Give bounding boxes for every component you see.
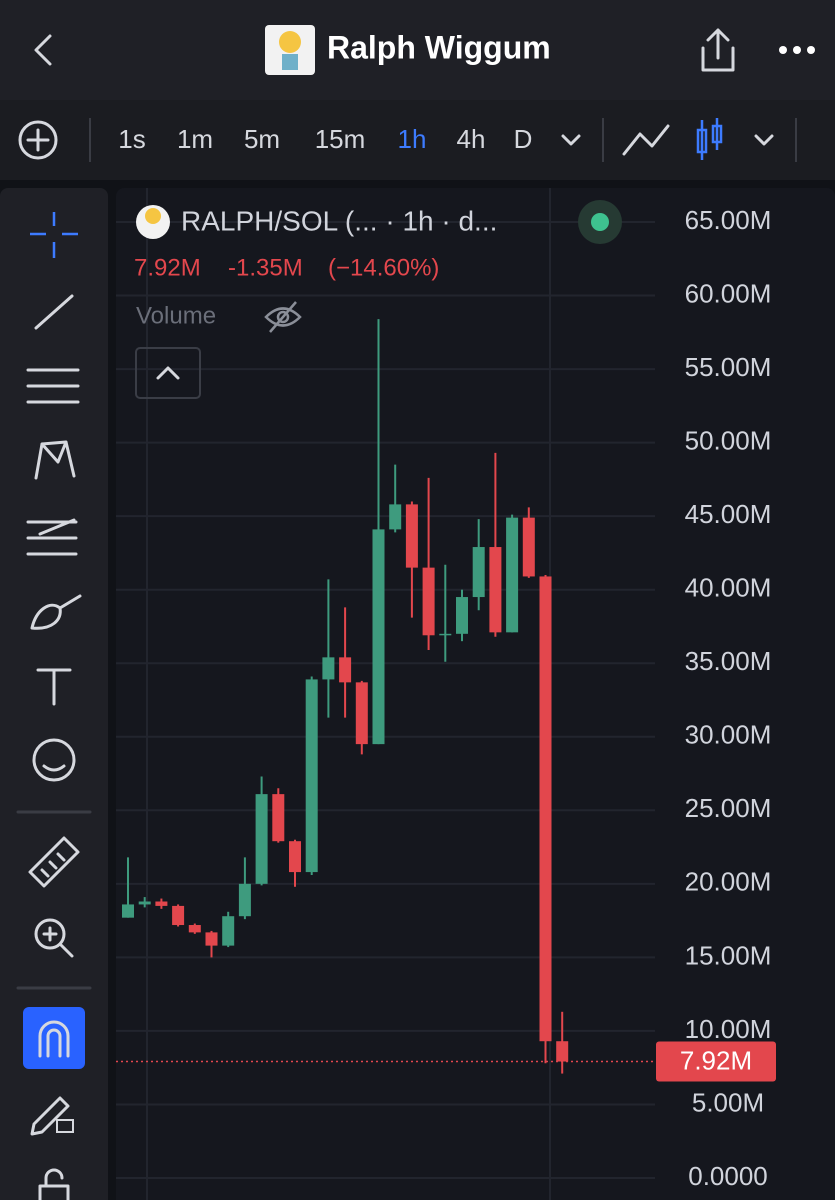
candle-body [355,682,368,745]
tool-magnet[interactable] [23,1007,85,1069]
candle-body [138,901,151,905]
tool-ruler[interactable] [28,836,80,888]
tool-lock-drawings[interactable] [30,1096,70,1136]
tool-text[interactable] [36,668,72,706]
lock-icon [56,1119,74,1133]
magnet-icon [38,1020,70,1058]
candle-body [456,597,468,634]
candle-body [188,925,201,933]
legend-symbol: RALPH/SOL (... · 1h · d... [181,205,497,236]
tool-zoom[interactable] [34,918,66,950]
interval-button[interactable]: 5m [244,124,280,154]
y-tick-label: 0.0000 [688,1161,768,1191]
candle-body [238,883,251,917]
collapse-icon [156,366,180,380]
y-tick-label: 35.00M [685,646,772,676]
tool-emoji-smile [42,764,66,772]
toolbar [0,100,835,180]
y-tick-label: 30.00M [685,720,772,750]
tool-brush[interactable] [30,594,82,630]
y-tick-label: 65.00M [685,205,772,235]
tool-lines[interactable] [26,368,80,404]
share-button[interactable] [701,28,735,72]
candle-body [122,904,134,918]
candle-body [539,576,552,1042]
candle-body [372,529,385,745]
y-tick-label: 20.00M [685,867,772,897]
y-tick-label: 10.00M [685,1014,772,1044]
tool-fib[interactable] [26,518,78,556]
chart-panel [116,188,835,1200]
candle-body [205,932,218,946]
interval-button[interactable]: D [514,124,533,154]
volume-label: Volume [136,302,216,329]
market-status-dot [591,213,609,231]
candle-body [305,679,318,873]
tool-zoom-plus [42,926,74,958]
candle-chart-button[interactable] [696,118,723,160]
y-tick-label: 45.00M [685,499,772,529]
interval-button[interactable]: 15m [315,124,366,154]
candle-body [472,547,485,598]
tool-unlock[interactable] [38,1168,70,1200]
last-price-label: 7.92M [680,1045,752,1075]
last-price-tag [656,1041,776,1082]
candle-body [489,547,502,633]
y-tick-label: 55.00M [685,352,772,382]
y-tick-label: 15.00M [685,940,772,970]
back-button[interactable] [34,34,52,66]
interval-button[interactable]: 1m [177,124,213,154]
y-tick-label: 60.00M [685,278,772,308]
candle-body [439,633,452,636]
y-tick-label: 5.00M [692,1087,764,1117]
interval-button[interactable]: 1h [398,124,427,154]
avatar-head [279,31,301,53]
legend-change: -1.35M [228,254,303,281]
legend-change-pct: (−14.60%) [328,254,439,281]
legend-last: 7.92M [134,254,201,281]
tool-pattern[interactable] [34,440,76,480]
candle-body [322,657,335,680]
candle-body [422,567,435,636]
candle-body [255,794,268,884]
candle-body [155,901,168,906]
tool-trendline[interactable] [34,294,74,330]
candle-body [389,504,402,530]
candle-body [222,916,235,946]
candle-body [405,504,418,568]
line-chart-button[interactable] [622,124,670,156]
legend-avatar-head [145,208,161,224]
more-button[interactable] [779,46,815,54]
interval-menu[interactable] [561,134,581,146]
volume-hidden-icon[interactable] [264,301,302,333]
candle-body [506,517,519,633]
y-tick-label: 40.00M [685,573,772,603]
candle-body [522,517,535,577]
tool-crosshair[interactable] [30,212,78,258]
header-title: Ralph Wiggum [327,29,551,65]
interval-button[interactable]: 4h [457,124,486,154]
interval-button[interactable]: 1s [118,124,145,154]
header-bar [0,0,835,100]
y-tick-label: 50.00M [685,425,772,455]
avatar-body [282,54,298,70]
collapse-legend-button[interactable] [135,347,201,399]
candle-body [272,794,285,842]
chart-type-menu[interactable] [754,134,774,146]
candle-body [339,657,352,683]
candle-body [172,905,185,926]
add-button[interactable] [18,120,58,160]
tool-emoji[interactable] [32,738,76,782]
candle-body [556,1041,569,1062]
candle-body [289,841,301,873]
y-tick-label: 25.00M [685,793,772,823]
